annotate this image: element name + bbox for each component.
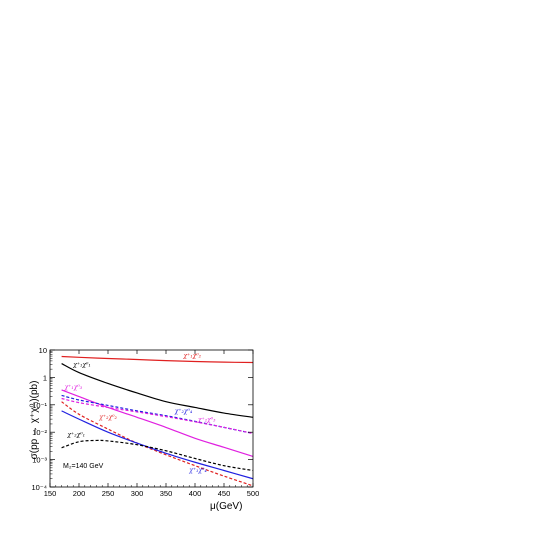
- series-line-4: [61, 397, 254, 435]
- series-label-4: χ⁺₂χ⁰₃: [197, 416, 216, 423]
- series-line-5: [61, 401, 254, 487]
- series-line-7: [61, 439, 254, 472]
- y-tick-label: 10⁻³: [32, 456, 47, 465]
- y-axis-title: σ(pp → χ⁺χ⁰ⱼ)(pb): [29, 381, 40, 460]
- series-label-2: χ⁺₁χ⁰₃: [64, 384, 83, 391]
- x-tick-label: 400: [189, 489, 202, 498]
- series-curves: [61, 355, 254, 487]
- series-label-6: χ⁺₁χ⁰₄: [188, 467, 207, 474]
- mass-annotation: M₂=140 GeV: [63, 463, 104, 470]
- axes: 150 200 250 300 350 400 450 500 10 1 10⁻¹ 10⁻² 10⁻³ 1…: [31, 346, 259, 498]
- y-tick-label: 10⁻⁴: [31, 483, 47, 492]
- series-label-1: χ⁺₁χ⁰₁: [72, 361, 91, 368]
- series-line-6: [61, 410, 254, 480]
- y-tick-label: 1: [43, 373, 47, 382]
- series-line-2: [61, 389, 254, 458]
- series-line-1: [61, 363, 254, 418]
- series-label-7: χ⁺₂χ⁰₁: [66, 431, 85, 438]
- series-label-5: χ⁺₂χ⁰₂: [98, 414, 117, 421]
- x-tick-label: 300: [131, 489, 144, 498]
- y-tick-label: 10⁻²: [32, 428, 47, 437]
- series-line-0: [61, 355, 254, 364]
- plot-frame: [49, 349, 254, 488]
- x-tick-label: 350: [160, 489, 173, 498]
- x-tick-label: 250: [102, 489, 115, 498]
- x-axis-title: μ(GeV): [210, 501, 242, 512]
- x-tick-label: 500: [247, 489, 260, 498]
- series-label-0: χ⁺₁χ⁰₂: [182, 352, 201, 359]
- series-label-3: χ⁺₂χ⁰₄: [174, 408, 193, 415]
- y-tick-label: 10⁻¹: [32, 401, 47, 410]
- x-tick-label: 450: [218, 489, 231, 498]
- x-tick-label: 150: [44, 489, 57, 498]
- curve-labels: χ⁺₁χ⁰₂ χ⁺₁χ⁰₁ χ⁺₁χ⁰₃ χ⁺₂χ⁰₄ χ⁺₂χ⁰₃ χ⁺₂χ⁰₂ χ⁺₁χ…: [64, 352, 217, 474]
- x-tick-label: 200: [73, 489, 86, 498]
- y-tick-label: 10: [39, 346, 47, 355]
- series-line-3: [61, 394, 254, 435]
